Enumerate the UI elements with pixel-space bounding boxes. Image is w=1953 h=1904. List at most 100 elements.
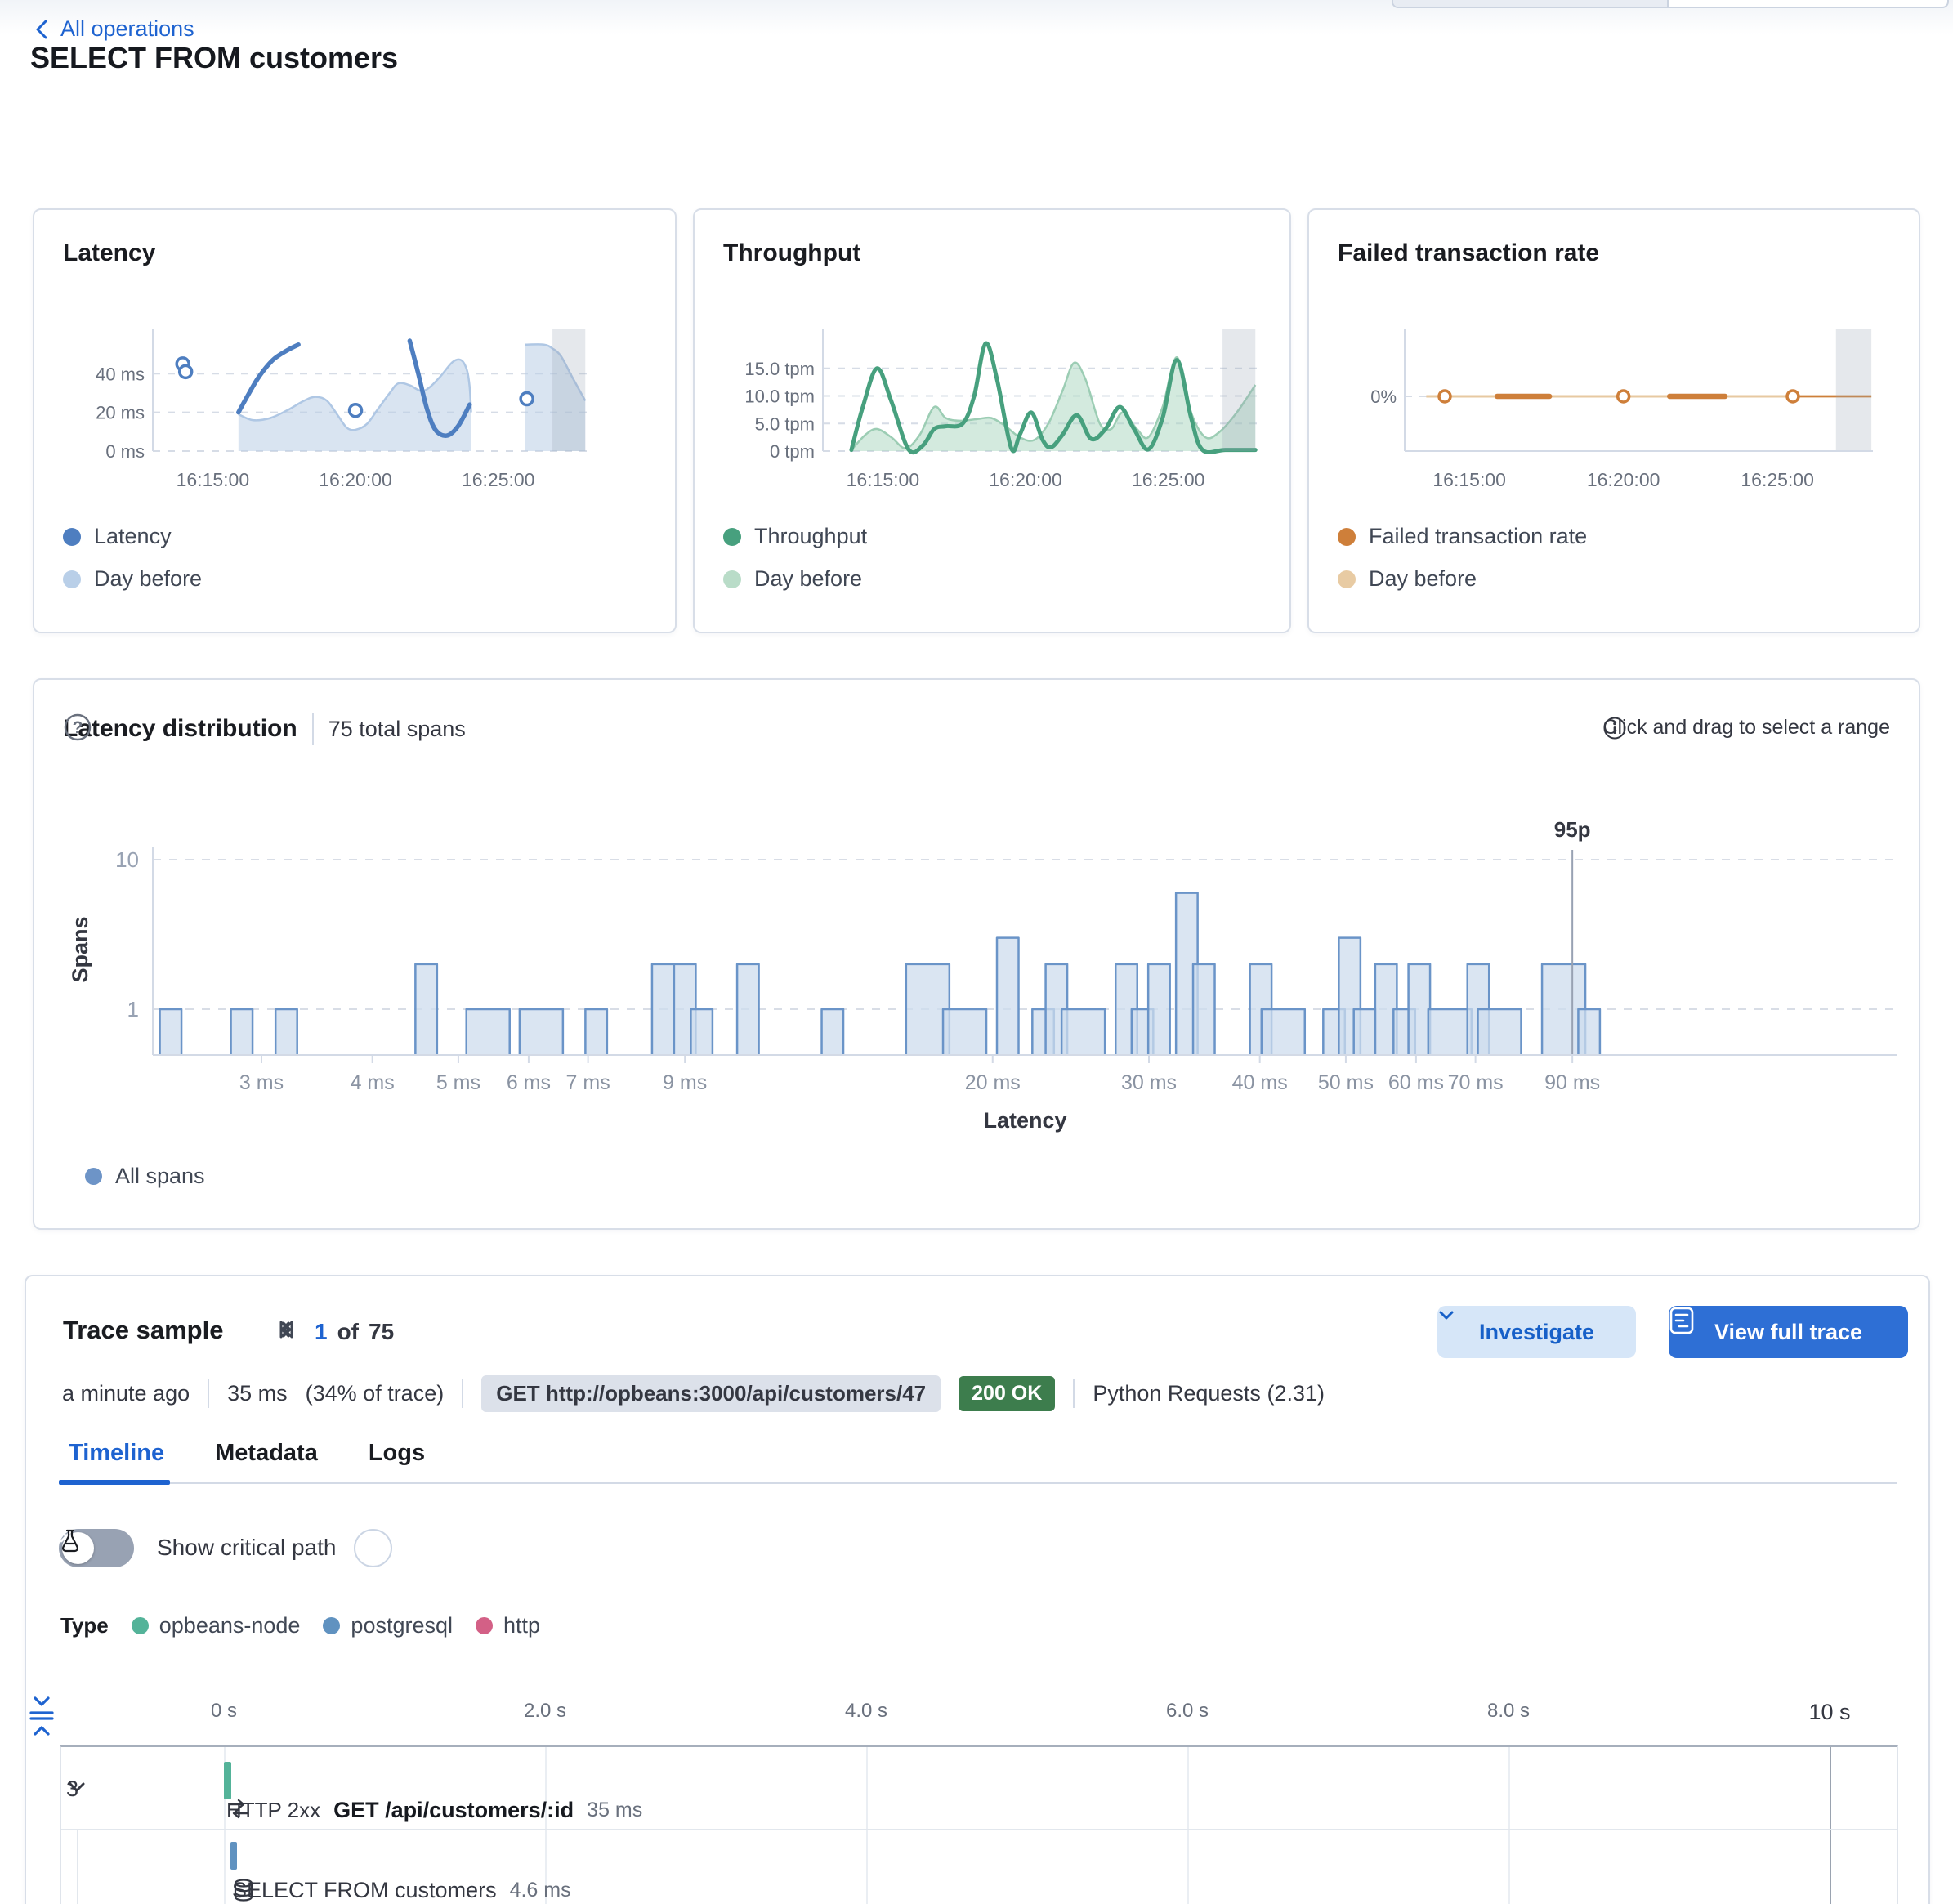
svg-text:7 ms: 7 ms: [566, 1071, 610, 1094]
span-duration-bar[interactable]: [230, 1842, 237, 1870]
span-name[interactable]: SELECT FROM customers: [232, 1878, 497, 1902]
waterfall-row-transaction[interactable]: 3 HTTP 2xx GET /api/customers/:id 35 ms: [61, 1747, 1897, 1829]
svg-text:Latency: Latency: [983, 1108, 1066, 1133]
svg-text:95p: 95p: [1554, 817, 1591, 842]
collapse-all-icon[interactable]: [26, 1695, 57, 1739]
day-before-legend-label: Day before: [94, 566, 203, 591]
tab-logs[interactable]: Logs: [368, 1440, 426, 1466]
svg-text:5.0 tpm: 5.0 tpm: [755, 413, 815, 434]
latency-distribution-histogram[interactable]: 10 1 95p 3 ms 4 ms 5 ms 6 ms 7 ms 9 ms 20 ms 30 ms…: [34, 680, 1922, 1231]
legend-item-failed-rate[interactable]: Failed transaction rate: [1338, 524, 1587, 549]
day-before-legend-dot: [63, 570, 81, 588]
svg-text:10.0 tpm: 10.0 tpm: [744, 387, 815, 407]
postgresql-dot: [323, 1617, 341, 1634]
click-drag-hint-label: Click and drag to select a range: [1602, 716, 1890, 739]
legend-item-throughput-day-before[interactable]: Day before: [723, 566, 862, 592]
svg-text:9 ms: 9 ms: [663, 1071, 707, 1094]
gridline-2s: [545, 1747, 547, 1904]
latency-card: Latency 0 ms 20 ms 40 ms 16:15:00 16:20:00 16…: [33, 208, 677, 633]
svg-text:Spans: Spans: [68, 916, 92, 982]
help-icon[interactable]: ?: [63, 713, 92, 742]
failed-rate-legend-dot: [1338, 527, 1356, 546]
waterfall: 3 HTTP 2xx GET /api/customers/:id 35 ms: [60, 1745, 1898, 1904]
meta-divider: [1073, 1379, 1075, 1408]
type-item-opbeans-node[interactable]: opbeans-node: [131, 1613, 300, 1638]
accordion-toggle[interactable]: 3: [66, 1777, 85, 1802]
svg-text:0%: 0%: [1370, 387, 1397, 407]
request-url-badge[interactable]: GET http://opbeans:3000/api/customers/47: [481, 1374, 941, 1412]
svg-text:0 tpm: 0 tpm: [770, 441, 815, 462]
waterfall-row-span[interactable]: SELECT FROM customers 4.6 ms: [61, 1830, 1897, 1904]
failed-rate-legend-label: Failed transaction rate: [1369, 524, 1588, 548]
type-label: Type: [60, 1613, 109, 1638]
svg-text:20 ms: 20 ms: [96, 403, 145, 423]
click-drag-hint: Click and drag to select a range: [1602, 716, 1890, 740]
legend-item-latency[interactable]: Latency: [63, 524, 172, 549]
child-count: 3: [66, 1777, 79, 1801]
tech-preview-badge[interactable]: [62, 1528, 393, 1567]
investigate-button-label: Investigate: [1478, 1319, 1595, 1344]
legend-item-all-spans[interactable]: All spans: [85, 1164, 205, 1189]
type-item-postgresql[interactable]: postgresql: [323, 1613, 453, 1638]
investigate-button[interactable]: Investigate: [1437, 1306, 1636, 1358]
current-page-number: 1: [315, 1319, 328, 1344]
breadcrumb-back-link[interactable]: All operations: [33, 16, 194, 42]
svg-text:16:15:00: 16:15:00: [177, 469, 250, 490]
database-icon: [234, 1879, 253, 1902]
svg-text:4 ms: 4 ms: [351, 1071, 395, 1094]
status-badge[interactable]: 200 OK: [959, 1375, 1056, 1411]
transaction-type-icon: [228, 1799, 249, 1819]
latency-card-title: Latency: [63, 239, 156, 266]
failed-transaction-rate-card: Failed transaction rate 0% 16:15:00 16:20:…: [1307, 208, 1920, 633]
svg-text:16:15:00: 16:15:00: [847, 469, 920, 490]
opbeans-node-dot: [131, 1617, 149, 1634]
legend-item-failed-day-before[interactable]: Day before: [1338, 566, 1477, 592]
postgresql-label: postgresql: [351, 1613, 453, 1638]
trace-document-icon: [1669, 1307, 1694, 1334]
user-agent-label: Python Requests (2.31): [1093, 1380, 1325, 1406]
svg-text:5 ms: 5 ms: [436, 1071, 480, 1094]
gridline-0s: [224, 1747, 226, 1904]
legend-item-throughput[interactable]: Throughput: [723, 524, 867, 549]
type-item-http[interactable]: http: [476, 1613, 540, 1638]
svg-text:40 ms: 40 ms: [96, 364, 145, 384]
svg-text:6 ms: 6 ms: [507, 1071, 551, 1094]
gridline-8s: [1508, 1747, 1510, 1904]
view-full-trace-label: View full trace: [1714, 1319, 1863, 1344]
chevron-down-icon: [1439, 1311, 1454, 1320]
tab-metadata[interactable]: Metadata: [215, 1440, 318, 1466]
failed-rate-card-title: Failed transaction rate: [1338, 239, 1600, 266]
view-full-trace-button[interactable]: View full trace: [1669, 1306, 1908, 1358]
gridline-4s: [866, 1747, 868, 1904]
indent-guide: [77, 1830, 78, 1904]
svg-text:0 ms: 0 ms: [105, 441, 145, 462]
svg-text:20 ms: 20 ms: [965, 1071, 1021, 1094]
day-before-legend-label: Day before: [754, 566, 863, 591]
latency-legend-dot: [63, 527, 81, 546]
svg-text:16:15:00: 16:15:00: [1432, 469, 1506, 490]
transaction-duration-bar[interactable]: [224, 1762, 231, 1799]
svg-text:90 ms: 90 ms: [1544, 1071, 1600, 1094]
svg-text:70 ms: 70 ms: [1448, 1071, 1504, 1094]
svg-text:15.0 tpm: 15.0 tpm: [744, 359, 815, 379]
latency-legend-label: Latency: [94, 524, 172, 548]
transaction-name[interactable]: GET /api/customers/:id: [333, 1798, 574, 1822]
failed-transaction-rate-chart: 0% 16:15:00 16:20:00 16:25:00: [1370, 329, 1873, 490]
svg-text:16:20:00: 16:20:00: [989, 469, 1062, 490]
axis-tick-2s: 2.0 s: [523, 1700, 567, 1722]
throughput-card-title: Throughput: [723, 239, 861, 266]
throughput-legend-dot: [723, 527, 741, 546]
svg-text:16:25:00: 16:25:00: [1132, 469, 1205, 490]
active-tab-indicator: [59, 1480, 170, 1485]
waterfall-time-axis: 0 s 2.0 s 4.0 s 6.0 s 8.0 s 10 s: [26, 1695, 1932, 1744]
legend-item-latency-day-before[interactable]: Day before: [63, 566, 202, 592]
tab-timeline[interactable]: Timeline: [69, 1440, 165, 1466]
info-icon: [1603, 717, 1626, 740]
trace-pagination: 1 of 75: [275, 1319, 433, 1345]
breadcrumb-label: All operations: [60, 16, 194, 41]
search-bar-remnant[interactable]: [1392, 0, 1949, 8]
svg-text:16:20:00: 16:20:00: [319, 469, 392, 490]
trace-tabs: Timeline Metadata Logs: [69, 1440, 425, 1467]
axis-tick-4s: 4.0 s: [844, 1700, 888, 1722]
trace-percent-of-trace: (34% of trace): [305, 1380, 445, 1406]
